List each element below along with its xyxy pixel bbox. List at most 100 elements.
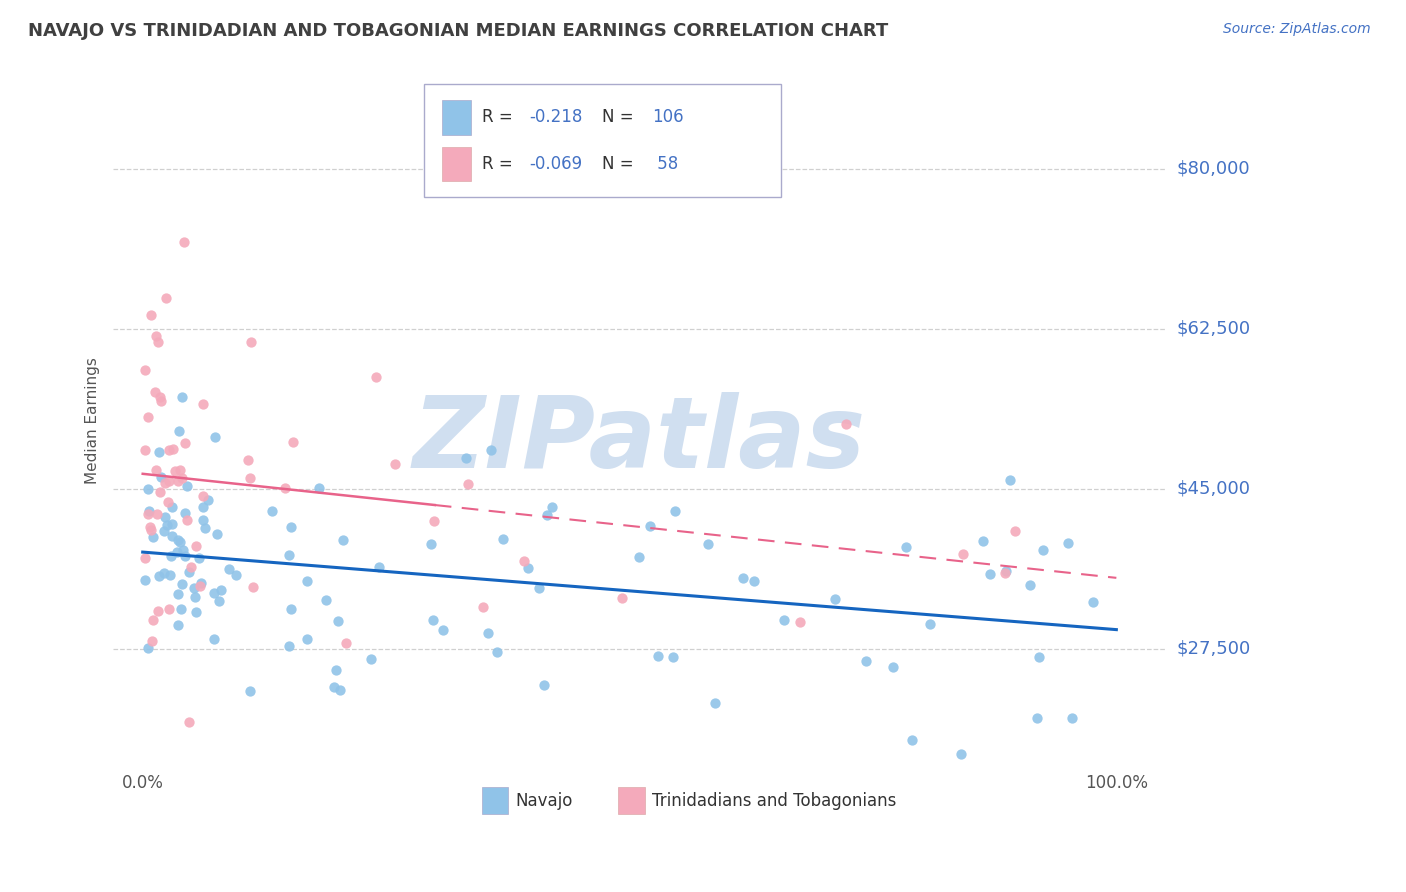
Point bbox=[149, 394, 172, 409]
Point bbox=[146, 507, 169, 521]
Point bbox=[697, 537, 720, 551]
Point bbox=[160, 549, 183, 563]
Point bbox=[134, 363, 156, 377]
Point bbox=[138, 520, 160, 534]
Point bbox=[155, 475, 177, 490]
FancyBboxPatch shape bbox=[423, 85, 782, 197]
Point bbox=[134, 442, 156, 457]
Point bbox=[773, 613, 796, 627]
Point bbox=[979, 567, 1001, 582]
Point bbox=[190, 575, 212, 590]
Point bbox=[472, 600, 495, 615]
Point bbox=[179, 565, 201, 579]
Point bbox=[184, 605, 207, 619]
Point bbox=[202, 586, 225, 600]
Point bbox=[188, 579, 211, 593]
Point bbox=[638, 518, 661, 533]
Point bbox=[325, 663, 347, 677]
Point bbox=[308, 481, 330, 495]
Point bbox=[176, 479, 198, 493]
Text: R =: R = bbox=[481, 109, 517, 127]
Point bbox=[627, 550, 650, 565]
Point bbox=[1019, 578, 1042, 592]
Point bbox=[184, 539, 207, 553]
Point bbox=[1026, 711, 1049, 725]
Point bbox=[329, 683, 352, 698]
Point bbox=[952, 547, 974, 561]
Point bbox=[533, 678, 555, 692]
Point bbox=[1062, 710, 1084, 724]
Point bbox=[477, 626, 499, 640]
Point bbox=[169, 535, 191, 549]
Point bbox=[153, 524, 176, 538]
Point bbox=[896, 540, 918, 554]
Point bbox=[704, 696, 727, 710]
Point bbox=[280, 602, 302, 616]
Point bbox=[419, 537, 441, 551]
Point bbox=[1028, 649, 1050, 664]
Point bbox=[920, 616, 942, 631]
Point bbox=[180, 560, 202, 574]
Point bbox=[159, 568, 181, 582]
Point bbox=[742, 574, 765, 588]
Text: 58: 58 bbox=[652, 155, 678, 173]
Point bbox=[149, 470, 172, 484]
Point bbox=[315, 593, 337, 607]
Point bbox=[136, 640, 159, 655]
Point bbox=[834, 417, 856, 432]
Point bbox=[322, 681, 344, 695]
Point bbox=[662, 649, 685, 664]
Text: $27,500: $27,500 bbox=[1177, 640, 1250, 657]
Point bbox=[170, 390, 193, 404]
Text: Source: ZipAtlas.com: Source: ZipAtlas.com bbox=[1223, 22, 1371, 37]
Point bbox=[1000, 473, 1022, 487]
Point bbox=[173, 436, 195, 450]
Point bbox=[1057, 536, 1080, 550]
Point bbox=[492, 532, 515, 546]
Point bbox=[191, 513, 214, 527]
Point bbox=[297, 574, 319, 589]
Point bbox=[384, 457, 406, 471]
Point bbox=[536, 508, 558, 523]
Point bbox=[994, 566, 1017, 580]
Point bbox=[156, 494, 179, 508]
Point bbox=[326, 614, 349, 628]
Point bbox=[136, 507, 159, 521]
Point bbox=[134, 551, 156, 566]
Point bbox=[167, 533, 190, 548]
Point bbox=[527, 581, 550, 595]
Point bbox=[949, 747, 972, 761]
Point bbox=[479, 443, 502, 458]
Point bbox=[242, 580, 264, 594]
Point bbox=[160, 500, 183, 514]
Point bbox=[141, 308, 163, 322]
Point bbox=[167, 586, 190, 600]
Point bbox=[173, 549, 195, 563]
Text: N =: N = bbox=[602, 109, 640, 127]
Point bbox=[173, 235, 195, 249]
Bar bbox=[619, 787, 644, 814]
Text: $62,500: $62,500 bbox=[1177, 320, 1250, 338]
Point bbox=[136, 482, 159, 496]
Point bbox=[194, 521, 217, 535]
Text: $80,000: $80,000 bbox=[1177, 160, 1250, 178]
Point bbox=[239, 470, 262, 484]
Text: NAVAJO VS TRINIDADIAN AND TOBAGONIAN MEDIAN EARNINGS CORRELATION CHART: NAVAJO VS TRINIDADIAN AND TOBAGONIAN MED… bbox=[28, 22, 889, 40]
Point bbox=[172, 543, 194, 558]
Text: Trinidadians and Tobagonians: Trinidadians and Tobagonians bbox=[652, 792, 896, 810]
Point bbox=[157, 474, 180, 488]
Point bbox=[239, 334, 262, 349]
Text: 106: 106 bbox=[652, 109, 683, 127]
Point bbox=[513, 554, 536, 568]
Point bbox=[457, 476, 479, 491]
Point bbox=[360, 652, 382, 666]
Point bbox=[197, 493, 219, 508]
Point bbox=[901, 733, 924, 747]
Point bbox=[149, 391, 172, 405]
Point bbox=[274, 481, 297, 495]
Point bbox=[278, 548, 301, 562]
Bar bbox=[481, 787, 508, 814]
Point bbox=[366, 370, 388, 384]
Point bbox=[335, 636, 357, 650]
Point bbox=[193, 500, 215, 514]
